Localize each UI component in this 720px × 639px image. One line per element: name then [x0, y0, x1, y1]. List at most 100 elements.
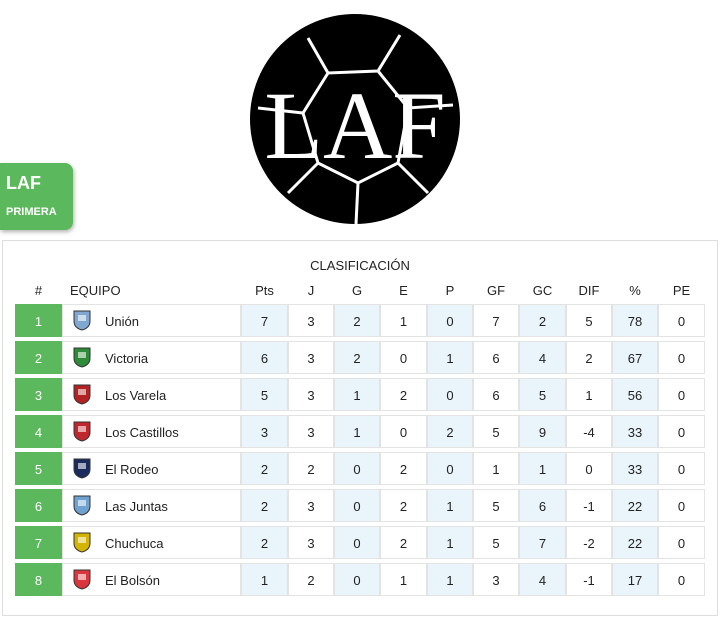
- stat-cell: 1: [334, 415, 380, 448]
- stat-cell: 0: [658, 415, 705, 448]
- stat-cell: 6: [519, 489, 566, 522]
- stat-cell: 3: [288, 415, 334, 448]
- stat-cell: 5: [473, 526, 519, 559]
- stat-cell: 2: [380, 452, 427, 485]
- team-cell: El Rodeo: [62, 452, 241, 485]
- stat-cell: 3: [288, 341, 334, 374]
- stat-cell: -1: [566, 563, 612, 596]
- team-crest: [73, 421, 91, 442]
- stat-cell: 3: [288, 526, 334, 559]
- stat-cell: 0: [427, 452, 473, 485]
- stat-cell: -1: [566, 489, 612, 522]
- team-cell: Las Juntas: [62, 489, 241, 522]
- column-header: %: [629, 283, 641, 298]
- stat-cell: 2: [334, 304, 380, 337]
- stat-cell: 1: [427, 341, 473, 374]
- stat-cell: 56: [612, 378, 658, 411]
- stat-cell: 3: [241, 415, 288, 448]
- stat-cell: 0: [658, 563, 705, 596]
- stat-cell: 3: [288, 304, 334, 337]
- position-cell: 1: [15, 304, 62, 337]
- stat-cell: 0: [380, 415, 427, 448]
- stat-cell: 1: [427, 563, 473, 596]
- stat-cell: 4: [519, 563, 566, 596]
- team-crest: [73, 458, 91, 479]
- stat-cell: 1: [380, 563, 427, 596]
- column-header: E: [399, 283, 408, 298]
- stat-cell: 0: [334, 563, 380, 596]
- stat-cell: 0: [658, 489, 705, 522]
- column-header: EQUIPO: [70, 283, 121, 298]
- stat-cell: 0: [427, 378, 473, 411]
- column-header: G: [351, 283, 363, 298]
- stat-cell: 2: [519, 304, 566, 337]
- position-cell: 6: [15, 489, 62, 522]
- team-crest: [73, 347, 91, 368]
- team-cell: El Bolsón: [62, 563, 241, 596]
- stat-cell: -2: [566, 526, 612, 559]
- stat-cell: 78: [612, 304, 658, 337]
- stat-cell: 2: [566, 341, 612, 374]
- stat-cell: 2: [241, 489, 288, 522]
- stat-cell: 2: [241, 526, 288, 559]
- stat-cell: 1: [427, 489, 473, 522]
- stat-cell: 6: [241, 341, 288, 374]
- stat-cell: 1: [566, 378, 612, 411]
- column-header: DIF: [578, 283, 600, 298]
- logo: LAF: [250, 14, 460, 225]
- badge-title: LAF: [6, 173, 41, 193]
- stat-cell: 0: [658, 341, 705, 374]
- stat-cell: 6: [473, 341, 519, 374]
- stat-cell: 2: [427, 415, 473, 448]
- stat-cell: 2: [380, 378, 427, 411]
- table-title: CLASIFICACIÓN: [310, 258, 410, 273]
- stat-cell: 2: [288, 563, 334, 596]
- team-crest: [73, 384, 91, 405]
- team-crest: [73, 532, 91, 553]
- stat-cell: 1: [427, 526, 473, 559]
- stat-cell: 0: [658, 304, 705, 337]
- column-header: J: [307, 283, 315, 298]
- stat-cell: 3: [288, 378, 334, 411]
- stat-cell: 67: [612, 341, 658, 374]
- position-cell: 4: [15, 415, 62, 448]
- stat-cell: 6: [473, 378, 519, 411]
- team-crest: [73, 569, 91, 590]
- stat-cell: 0: [427, 304, 473, 337]
- logo-text: LAF: [264, 72, 445, 179]
- stat-cell: 5: [519, 378, 566, 411]
- column-header: #: [34, 283, 43, 298]
- stat-cell: 2: [241, 452, 288, 485]
- stat-cell: 0: [334, 489, 380, 522]
- stat-cell: 0: [334, 526, 380, 559]
- stat-cell: 2: [288, 452, 334, 485]
- stat-cell: 7: [519, 526, 566, 559]
- team-cell: Los Castillos: [62, 415, 241, 448]
- stat-cell: 0: [658, 526, 705, 559]
- column-header: PE: [672, 283, 691, 298]
- stat-cell: 1: [241, 563, 288, 596]
- badge-subtitle: PRIMERA: [6, 206, 57, 218]
- stat-cell: 7: [473, 304, 519, 337]
- stat-cell: 0: [658, 378, 705, 411]
- stat-cell: 33: [612, 415, 658, 448]
- stat-cell: 9: [519, 415, 566, 448]
- stat-cell: 5: [566, 304, 612, 337]
- stat-cell: 1: [519, 452, 566, 485]
- league-badge[interactable]: LAF PRIMERA: [0, 163, 73, 230]
- position-cell: 5: [15, 452, 62, 485]
- stat-cell: 5: [241, 378, 288, 411]
- team-crest: [73, 310, 91, 331]
- stat-cell: 7: [241, 304, 288, 337]
- stat-cell: 5: [473, 415, 519, 448]
- stat-cell: 1: [473, 452, 519, 485]
- stat-cell: 2: [380, 526, 427, 559]
- team-cell: Unión: [62, 304, 241, 337]
- stat-cell: 17: [612, 563, 658, 596]
- stat-cell: 2: [334, 341, 380, 374]
- stat-cell: 33: [612, 452, 658, 485]
- stat-cell: -4: [566, 415, 612, 448]
- column-header: P: [445, 283, 455, 298]
- stat-cell: 1: [380, 304, 427, 337]
